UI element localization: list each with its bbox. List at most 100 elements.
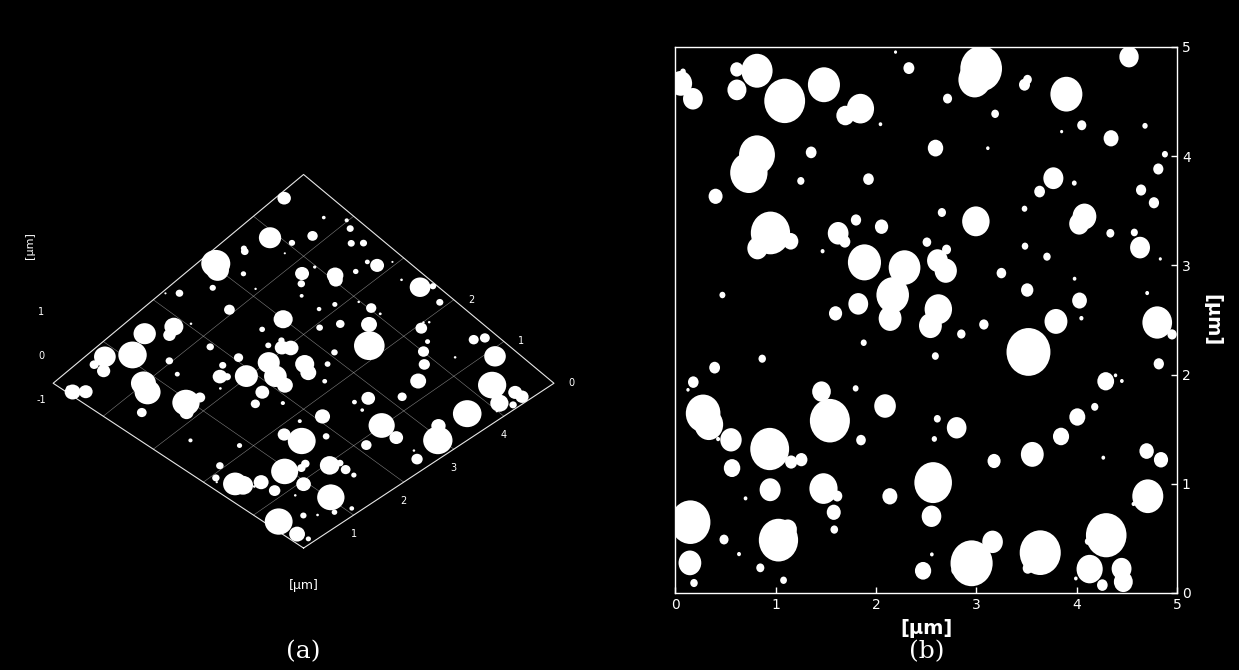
Circle shape [878, 122, 882, 126]
Circle shape [686, 388, 690, 392]
Circle shape [259, 327, 265, 332]
Circle shape [914, 462, 952, 503]
Circle shape [361, 440, 372, 450]
Circle shape [1104, 130, 1119, 147]
Circle shape [425, 339, 430, 344]
Circle shape [483, 391, 488, 395]
Circle shape [943, 94, 952, 103]
Circle shape [942, 245, 952, 255]
Circle shape [190, 322, 192, 325]
Circle shape [275, 341, 289, 354]
Circle shape [322, 216, 326, 219]
Text: (b): (b) [909, 641, 944, 663]
Circle shape [741, 54, 773, 88]
Circle shape [307, 231, 317, 241]
Circle shape [430, 283, 436, 289]
Circle shape [508, 386, 522, 399]
Circle shape [166, 357, 173, 364]
Circle shape [219, 387, 222, 390]
Circle shape [830, 525, 838, 534]
Circle shape [484, 346, 506, 366]
Circle shape [737, 552, 741, 556]
Circle shape [1018, 79, 1030, 90]
Circle shape [1097, 580, 1108, 591]
Text: (a): (a) [286, 641, 321, 663]
Circle shape [888, 251, 921, 285]
Circle shape [295, 267, 309, 280]
Circle shape [1131, 228, 1137, 237]
Circle shape [254, 475, 269, 489]
Circle shape [300, 513, 306, 519]
Circle shape [352, 400, 357, 405]
Circle shape [332, 302, 337, 307]
Circle shape [683, 88, 703, 109]
Circle shape [779, 519, 797, 539]
Circle shape [347, 225, 353, 232]
Circle shape [419, 359, 430, 370]
Circle shape [1079, 316, 1083, 320]
Circle shape [354, 331, 384, 360]
Circle shape [282, 523, 289, 529]
Circle shape [709, 362, 720, 373]
Circle shape [398, 393, 406, 401]
Circle shape [1114, 373, 1118, 377]
Circle shape [94, 346, 115, 367]
Circle shape [979, 320, 989, 330]
Circle shape [808, 67, 840, 103]
Circle shape [747, 237, 768, 259]
Circle shape [751, 212, 790, 255]
Circle shape [922, 506, 942, 527]
Circle shape [1130, 237, 1150, 259]
Circle shape [430, 446, 435, 451]
Circle shape [453, 400, 482, 427]
Circle shape [781, 577, 787, 584]
Circle shape [996, 268, 1006, 278]
Circle shape [240, 245, 247, 251]
Circle shape [491, 363, 493, 365]
Circle shape [289, 240, 295, 246]
Circle shape [1077, 121, 1087, 130]
Circle shape [265, 342, 271, 348]
Circle shape [237, 443, 242, 448]
Circle shape [852, 385, 859, 391]
Circle shape [1069, 408, 1085, 425]
Circle shape [134, 323, 156, 344]
Circle shape [695, 409, 724, 440]
Circle shape [317, 307, 321, 311]
Circle shape [1051, 77, 1083, 112]
Circle shape [151, 390, 159, 397]
Circle shape [431, 419, 446, 433]
Circle shape [415, 323, 427, 334]
Circle shape [465, 420, 472, 427]
Circle shape [1085, 513, 1126, 557]
Circle shape [1154, 163, 1163, 174]
Circle shape [1043, 168, 1063, 189]
Circle shape [240, 248, 249, 255]
Circle shape [265, 509, 292, 535]
Circle shape [1106, 229, 1114, 238]
Circle shape [836, 106, 855, 125]
Circle shape [320, 456, 339, 474]
Circle shape [234, 353, 243, 362]
Circle shape [924, 294, 952, 324]
Circle shape [991, 110, 999, 118]
Circle shape [300, 365, 316, 380]
Text: 1: 1 [351, 529, 357, 539]
Circle shape [1035, 186, 1044, 198]
Circle shape [903, 62, 914, 74]
Circle shape [219, 362, 227, 368]
Circle shape [932, 436, 937, 442]
Circle shape [887, 287, 893, 293]
Circle shape [1158, 257, 1162, 261]
Circle shape [758, 354, 766, 362]
Circle shape [410, 277, 430, 297]
Circle shape [294, 494, 296, 496]
Circle shape [809, 473, 838, 504]
Circle shape [313, 265, 316, 269]
Circle shape [362, 392, 375, 405]
Circle shape [281, 401, 285, 405]
Circle shape [216, 481, 218, 483]
Text: 0: 0 [569, 379, 575, 388]
Circle shape [686, 395, 720, 432]
Circle shape [180, 406, 193, 419]
